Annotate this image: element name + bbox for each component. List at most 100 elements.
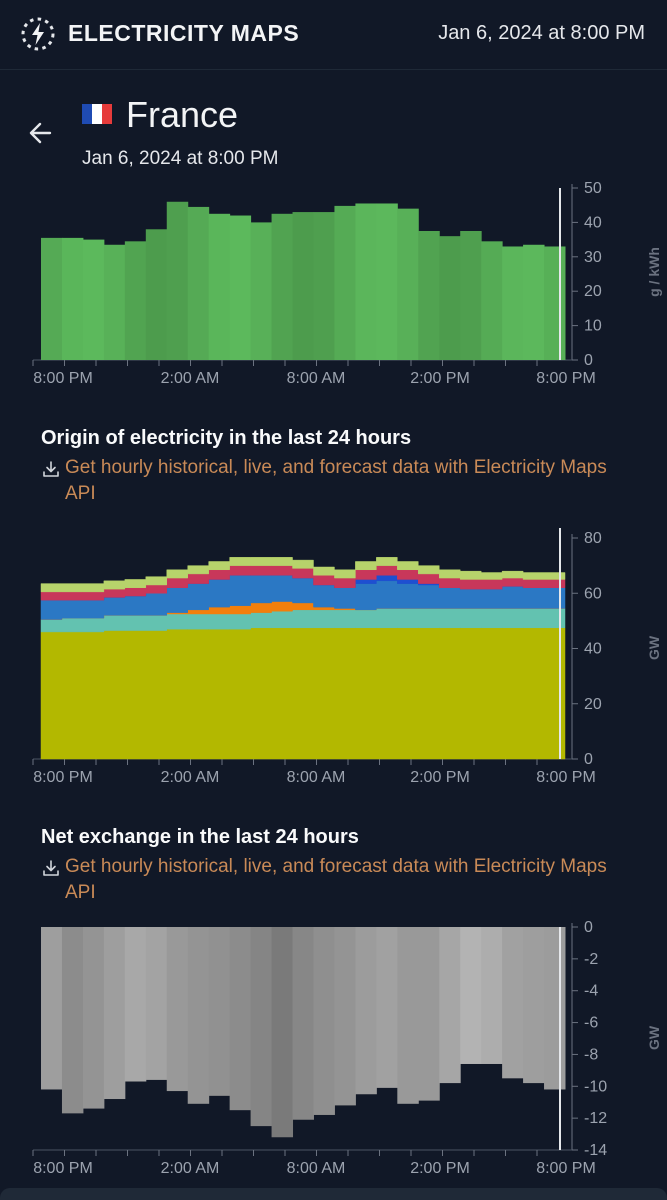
y-tick-label: 40 xyxy=(584,641,602,658)
bar xyxy=(502,927,524,1079)
france-flag-icon xyxy=(82,104,112,124)
bar xyxy=(124,927,147,1082)
x-tick-label: 8:00 PM xyxy=(536,370,596,387)
bar xyxy=(208,213,231,360)
exchange-api-link[interactable]: Get hourly historical, live, and forecas… xyxy=(41,854,631,906)
bar xyxy=(313,927,335,1115)
y-axis-unit: g / kWh xyxy=(646,247,662,297)
back-arrow-icon[interactable] xyxy=(26,118,56,148)
bar xyxy=(418,231,440,360)
origin-of-electricity-chart[interactable]: 0 20 40 60 80 GW 8:00 PM 2:00 AM 8:00 AM 2:00 PM 8… xyxy=(0,520,667,795)
download-icon xyxy=(43,860,59,876)
y-tick-label: -4 xyxy=(584,983,598,1000)
bar xyxy=(397,208,419,360)
bar xyxy=(61,237,84,360)
bar xyxy=(250,927,273,1127)
bar xyxy=(229,927,252,1111)
bar xyxy=(292,927,314,1120)
bar xyxy=(250,222,273,360)
bar xyxy=(103,244,126,360)
exchange-section-title: Net exchange in the last 24 hours xyxy=(41,826,359,848)
bar xyxy=(544,246,566,360)
bar xyxy=(82,239,105,360)
header-datetime: Jan 6, 2024 at 8:00 PM xyxy=(438,22,645,44)
bar xyxy=(439,236,461,360)
zone-datetime: Jan 6, 2024 at 8:00 PM xyxy=(82,148,279,169)
bar xyxy=(229,215,252,360)
lightning-logo-icon[interactable] xyxy=(18,14,58,54)
bar xyxy=(187,206,210,360)
origin-api-link-text[interactable]: Get hourly historical, live, and forecas… xyxy=(65,457,607,504)
bar xyxy=(103,927,126,1100)
x-tick-label: 2:00 AM xyxy=(161,370,220,387)
bar xyxy=(481,241,503,360)
y-tick-label: -8 xyxy=(584,1046,598,1063)
x-tick-label: 2:00 PM xyxy=(410,769,470,786)
bar xyxy=(334,927,356,1106)
bar xyxy=(292,212,314,360)
bar xyxy=(41,927,63,1090)
x-tick-label: 8:00 AM xyxy=(287,370,346,387)
x-tick-label: 2:00 PM xyxy=(410,1160,470,1177)
x-tick-label: 2:00 PM xyxy=(410,370,470,387)
bar xyxy=(124,241,147,360)
x-tick-label: 8:00 AM xyxy=(287,1160,346,1177)
bar xyxy=(271,927,294,1138)
y-tick-label: 0 xyxy=(584,919,593,936)
bar xyxy=(460,927,482,1064)
x-tick-label: 8:00 PM xyxy=(33,769,93,786)
bar xyxy=(61,927,84,1114)
exchange-api-link-text[interactable]: Get hourly historical, live, and forecas… xyxy=(65,856,607,903)
y-tick-label: -2 xyxy=(584,951,598,968)
app-title[interactable]: ELECTRICITY MAPS xyxy=(68,20,300,46)
bar xyxy=(376,927,398,1088)
bar xyxy=(145,927,168,1080)
bar xyxy=(208,927,231,1096)
bar xyxy=(418,927,440,1101)
x-tick-label: 8:00 PM xyxy=(536,769,596,786)
bar xyxy=(166,201,189,360)
bar xyxy=(439,927,461,1084)
bar xyxy=(460,231,482,360)
y-tick-label: 30 xyxy=(584,249,602,266)
net-exchange-chart[interactable]: 0 -2 -4 -6 -8 -10 -12 -14 GW 8:00 PM 2:00 AM 8:00 A… xyxy=(0,915,667,1188)
y-axis-unit: GW xyxy=(646,1025,662,1050)
y-tick-label: 10 xyxy=(584,318,602,335)
download-icon xyxy=(43,461,59,477)
bar xyxy=(544,927,566,1090)
carbon-intensity-chart[interactable]: 0 10 20 30 40 50 g / kWh 8:00 PM 2:00 AM 8:00 AM 2… xyxy=(0,180,667,395)
app-header: ELECTRICITY MAPS Jan 6, 2024 at 8:00 PM xyxy=(0,0,667,70)
y-tick-label: -14 xyxy=(584,1142,607,1159)
bar xyxy=(166,927,189,1092)
x-tick-label: 2:00 AM xyxy=(161,769,220,786)
origin-section-title: Origin of electricity in the last 24 hou… xyxy=(41,427,412,449)
bar xyxy=(187,927,210,1104)
x-tick-label: 8:00 PM xyxy=(536,1160,596,1177)
y-tick-label: -6 xyxy=(584,1015,598,1032)
y-tick-label: -12 xyxy=(584,1110,607,1127)
x-tick-label: 8:00 PM xyxy=(33,1160,93,1177)
bar xyxy=(313,212,335,360)
bar xyxy=(376,203,398,360)
origin-api-link[interactable]: Get hourly historical, live, and forecas… xyxy=(41,455,631,507)
bar xyxy=(334,205,356,360)
y-tick-label: 0 xyxy=(584,352,593,369)
x-tick-label: 8:00 AM xyxy=(287,769,346,786)
area-biomass xyxy=(40,557,566,593)
y-tick-label: 80 xyxy=(584,530,602,547)
bottom-sheet-edge xyxy=(0,1188,667,1200)
bar xyxy=(41,237,63,360)
y-tick-label: 50 xyxy=(584,180,602,197)
y-tick-label: 60 xyxy=(584,585,602,602)
bar xyxy=(355,203,377,360)
y-tick-label: 20 xyxy=(584,696,602,713)
x-tick-label: 2:00 AM xyxy=(161,1160,220,1177)
bar xyxy=(355,927,377,1095)
bar xyxy=(523,244,545,360)
bar xyxy=(523,927,545,1084)
zone-name: France xyxy=(126,94,239,135)
y-tick-label: -10 xyxy=(584,1078,607,1095)
bar xyxy=(397,927,419,1104)
y-tick-label: 20 xyxy=(584,283,602,300)
y-tick-label: 0 xyxy=(584,751,593,768)
